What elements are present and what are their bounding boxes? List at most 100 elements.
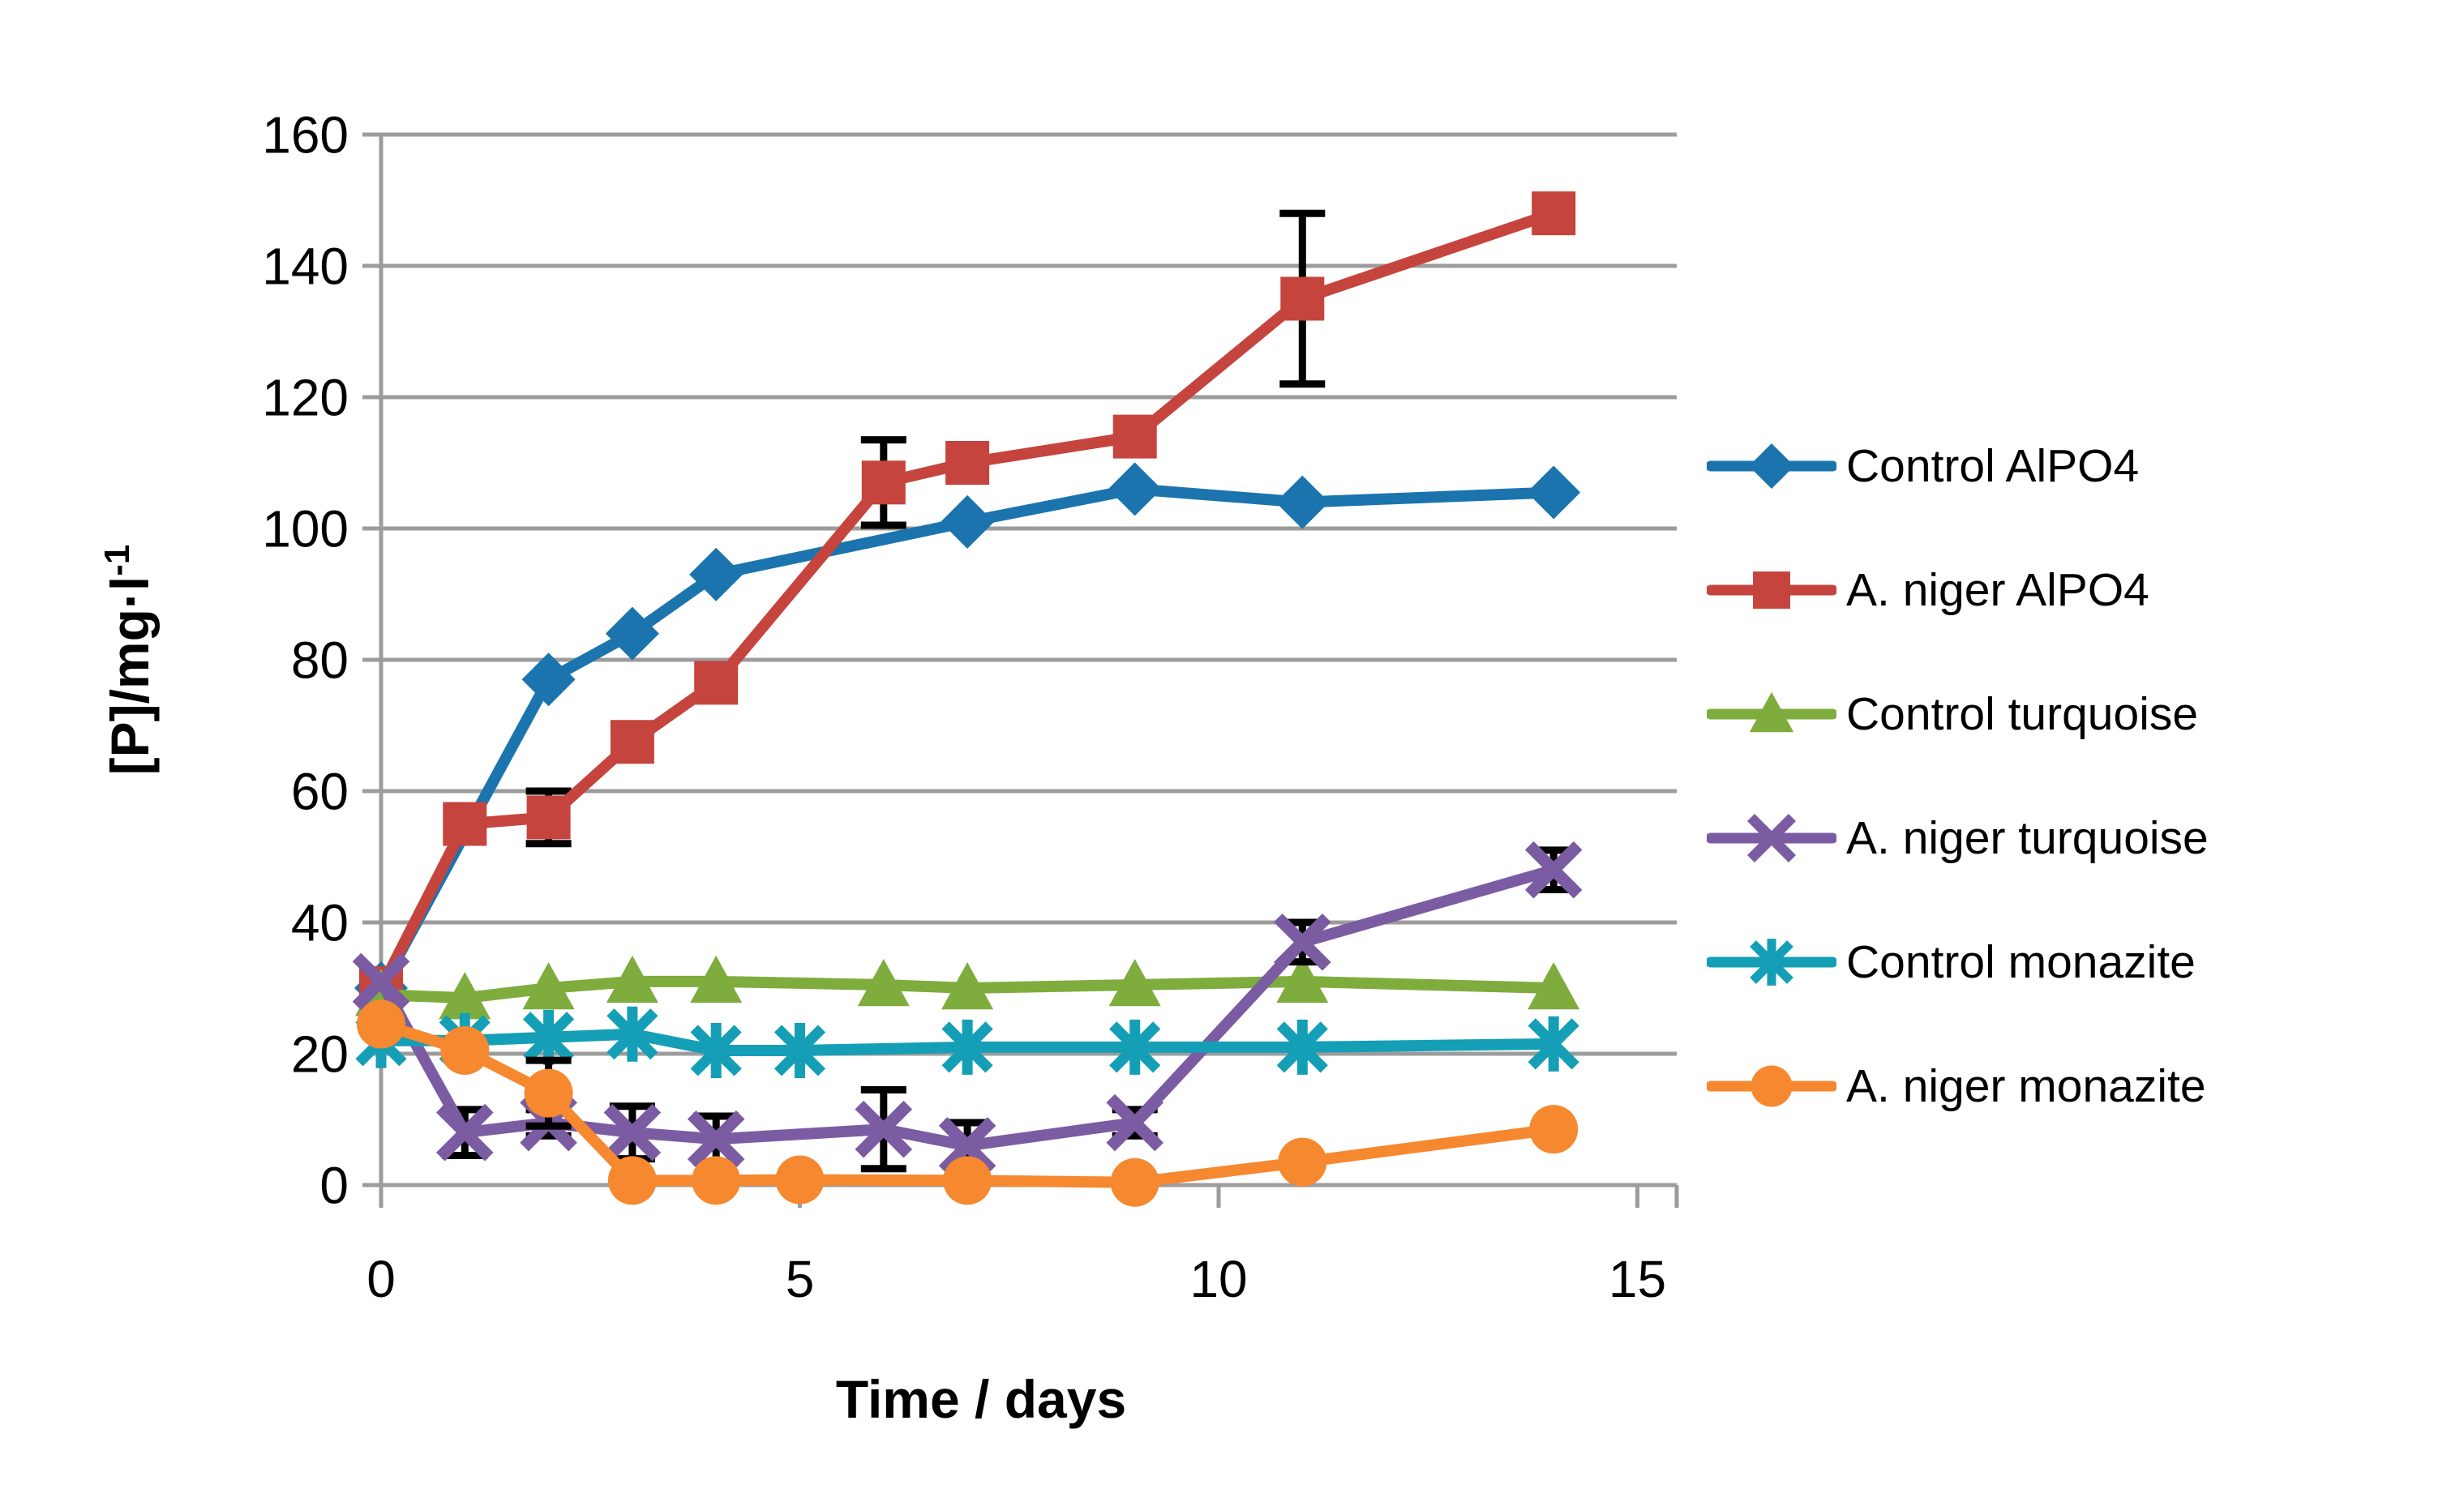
y-tick-label: 100 bbox=[262, 499, 349, 558]
legend-item-control-turquoise: Control turquoise bbox=[1707, 652, 2209, 776]
x-tick-label: 15 bbox=[1609, 1250, 1666, 1308]
diamond-marker bbox=[521, 653, 576, 707]
y-tick-label: 120 bbox=[262, 368, 349, 426]
triangle-marker bbox=[439, 972, 491, 1020]
x-tick-label: 0 bbox=[366, 1250, 396, 1308]
triangle-marker bbox=[1749, 691, 1794, 732]
asterisk-marker bbox=[1276, 1019, 1328, 1075]
legend-item-a-niger-alpo4: A. niger AlPO4 bbox=[1707, 528, 2209, 652]
x-marker bbox=[1273, 913, 1331, 971]
circle-marker bbox=[1529, 1105, 1579, 1154]
triangle-marker bbox=[1528, 962, 1580, 1010]
legend-marker-x-icon bbox=[1707, 813, 1836, 862]
legend-label: A. niger monazite bbox=[1846, 1059, 2206, 1112]
y-tick-label: 0 bbox=[319, 1156, 349, 1214]
circle-marker bbox=[357, 999, 405, 1049]
series-line bbox=[375, 208, 1560, 994]
y-tick-label: 80 bbox=[291, 631, 349, 689]
triangle-marker bbox=[1276, 955, 1329, 1003]
x-marker bbox=[435, 1103, 494, 1162]
legend-label: Control AlPO4 bbox=[1846, 439, 2140, 492]
y-tick-label: 20 bbox=[291, 1025, 349, 1083]
gridlines: 0 20 40 60 80 100 120 140 160 0 5 10 15 bbox=[262, 105, 1679, 1308]
y-tick-label: 60 bbox=[291, 762, 349, 820]
square-marker bbox=[861, 460, 906, 505]
circle-marker bbox=[775, 1155, 825, 1205]
square-marker bbox=[526, 795, 571, 840]
series-line bbox=[375, 1018, 1560, 1188]
y-axis-title-exponent: -1 bbox=[96, 544, 137, 576]
series-a-niger-monazite bbox=[357, 999, 1579, 1207]
diamond-marker bbox=[1108, 462, 1162, 516]
triangle-marker bbox=[606, 955, 658, 1003]
square-marker bbox=[443, 802, 487, 846]
x-marker bbox=[855, 1100, 913, 1158]
circle-marker bbox=[692, 1156, 741, 1205]
square-marker bbox=[610, 720, 654, 764]
x-tick-label: 5 bbox=[786, 1250, 815, 1308]
triangle-marker bbox=[857, 958, 910, 1007]
circle-marker bbox=[1278, 1137, 1327, 1187]
x-tick-label: 10 bbox=[1189, 1250, 1247, 1308]
series-line bbox=[375, 975, 1560, 1004]
diamond-marker bbox=[1275, 475, 1330, 529]
legend-label: A. niger turquoise bbox=[1846, 811, 2209, 864]
legend-marker-diamond-icon bbox=[1707, 443, 1836, 489]
series-control-monazite bbox=[355, 1006, 1579, 1078]
series-line bbox=[375, 483, 1560, 994]
circle-marker bbox=[607, 1156, 657, 1205]
series-line bbox=[375, 864, 1560, 1152]
legend-marker-triangle-icon bbox=[1707, 691, 1836, 732]
circle-marker bbox=[440, 1025, 490, 1075]
legend-label: A. niger AlPO4 bbox=[1846, 563, 2149, 616]
x-marker bbox=[687, 1110, 745, 1168]
square-marker bbox=[1112, 414, 1157, 459]
asterisk-marker bbox=[773, 1022, 826, 1078]
asterisk-marker bbox=[606, 1006, 658, 1062]
legend-marker-asterisk-icon bbox=[1707, 938, 1836, 986]
asterisk-marker bbox=[690, 1022, 742, 1078]
diamond-marker bbox=[1527, 465, 1581, 520]
series-control-alpo4 bbox=[354, 462, 1581, 1015]
circle-marker bbox=[1751, 1065, 1793, 1106]
x-marker bbox=[352, 952, 410, 1011]
square-marker bbox=[1753, 571, 1790, 609]
diamond-marker bbox=[941, 494, 995, 549]
y-tick-label: 40 bbox=[291, 893, 349, 952]
diamond-marker bbox=[1748, 443, 1795, 489]
y-tick-label: 160 bbox=[262, 105, 349, 164]
series-a-niger-alpo4 bbox=[359, 191, 1576, 1010]
square-marker bbox=[1280, 276, 1325, 321]
square-marker bbox=[694, 661, 739, 705]
x-marker bbox=[1524, 841, 1583, 899]
asterisk-marker bbox=[1109, 1019, 1161, 1075]
square-marker bbox=[945, 441, 990, 485]
asterisk-marker bbox=[1750, 938, 1793, 986]
diamond-marker bbox=[689, 547, 743, 601]
x-marker bbox=[1106, 1093, 1164, 1152]
triangle-marker bbox=[690, 955, 743, 1003]
legend-marker-circle-icon bbox=[1707, 1065, 1836, 1106]
y-axis-title: [P]/mg·l-1 bbox=[96, 544, 161, 776]
x-marker bbox=[1746, 813, 1797, 862]
x-axis-title: Time / days bbox=[835, 1369, 1127, 1429]
triangle-marker bbox=[1108, 958, 1161, 1007]
y-tick-label: 140 bbox=[262, 237, 349, 295]
diamond-marker bbox=[605, 606, 659, 661]
triangle-marker bbox=[941, 962, 994, 1010]
legend-label: Control monazite bbox=[1846, 935, 2196, 988]
asterisk-marker bbox=[1528, 1016, 1579, 1072]
series-a-niger-turquoise bbox=[352, 841, 1583, 1175]
asterisk-marker bbox=[941, 1019, 993, 1075]
circle-marker bbox=[1110, 1158, 1159, 1207]
legend-item-a-niger-monazite: A. niger monazite bbox=[1707, 1024, 2209, 1148]
legend-item-a-niger-turquoise: A. niger turquoise bbox=[1707, 776, 2209, 900]
x-marker bbox=[938, 1117, 996, 1175]
x-marker bbox=[603, 1103, 662, 1162]
legend-item-control-alpo4: Control AlPO4 bbox=[1707, 404, 2209, 528]
legend-label: Control turquoise bbox=[1846, 687, 2199, 740]
series-control-turquoise bbox=[355, 955, 1580, 1020]
square-marker bbox=[1532, 191, 1576, 236]
circle-marker bbox=[524, 1068, 573, 1118]
